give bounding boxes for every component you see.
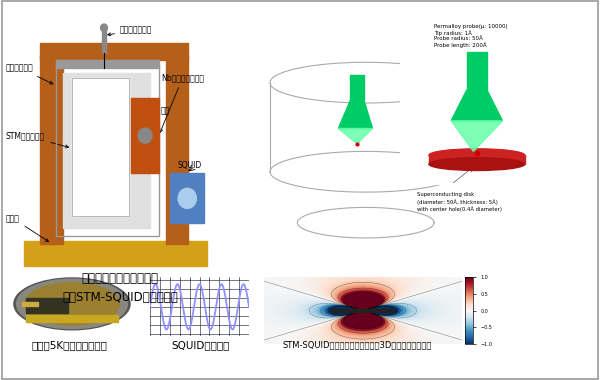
Bar — [40, 43, 188, 60]
Text: Nb線磁材トランス: Nb線磁材トランス — [160, 73, 204, 132]
Text: パーマロイ探针: パーマロイ探针 — [108, 26, 152, 36]
Bar — [72, 78, 129, 216]
Bar — [331, 309, 395, 312]
Circle shape — [138, 128, 152, 143]
Bar — [72, 78, 129, 216]
Bar — [56, 60, 159, 68]
Bar — [24, 241, 206, 266]
Bar — [63, 73, 149, 228]
Bar — [350, 75, 364, 100]
Bar — [166, 55, 188, 244]
Polygon shape — [451, 90, 503, 121]
Circle shape — [14, 278, 130, 330]
Text: SQUID動作特性: SQUID動作特性 — [172, 340, 230, 350]
Text: STM-SQUIDによる磁材量子の検儹3Dシミュレーション: STM-SQUIDによる磁材量子の検儹3Dシミュレーション — [283, 340, 431, 349]
Bar — [40, 55, 63, 244]
Text: SQUID: SQUID — [177, 161, 201, 170]
Text: 磁気シールド: 磁気シールド — [6, 63, 53, 84]
Bar — [102, 28, 106, 53]
Circle shape — [178, 188, 196, 208]
Bar — [467, 52, 487, 90]
Text: Permalloy probe(μ: 10000)
Tip radius: 1Å
Probe radius: 50Å
Probe length: 200Å: Permalloy probe(μ: 10000) Tip radius: 1Å… — [434, 24, 508, 55]
Bar — [26, 315, 118, 321]
Bar — [22, 302, 38, 306]
Ellipse shape — [429, 158, 525, 171]
Text: 新型STM-SQUID顕微鏡設計: 新型STM-SQUID顕微鏡設計 — [62, 291, 178, 304]
Ellipse shape — [429, 149, 525, 162]
Bar — [56, 65, 159, 236]
Polygon shape — [338, 100, 373, 128]
Circle shape — [17, 279, 127, 329]
Bar — [400, 44, 564, 185]
Polygon shape — [338, 128, 373, 144]
Bar — [131, 98, 159, 173]
Text: STMスキャナー: STMスキャナー — [6, 131, 68, 148]
Polygon shape — [451, 121, 503, 151]
Bar — [170, 173, 205, 223]
Text: 磁材トランスを使用した: 磁材トランスを使用した — [82, 272, 158, 285]
Text: 冷却台: 冷却台 — [6, 214, 49, 241]
Text: 治具: 治具 — [140, 106, 170, 145]
Circle shape — [101, 24, 107, 32]
Circle shape — [25, 283, 119, 325]
Bar — [429, 155, 525, 164]
Text: Superconducting disk
(diameter: 50Å, thickness: 5Å)
with center hole(0.4Å diamet: Superconducting disk (diameter: 50Å, thi… — [417, 192, 502, 212]
Text: 低振勐5K冷凍機への実装: 低振勐5K冷凍機への実装 — [31, 340, 107, 350]
Bar — [26, 298, 68, 313]
